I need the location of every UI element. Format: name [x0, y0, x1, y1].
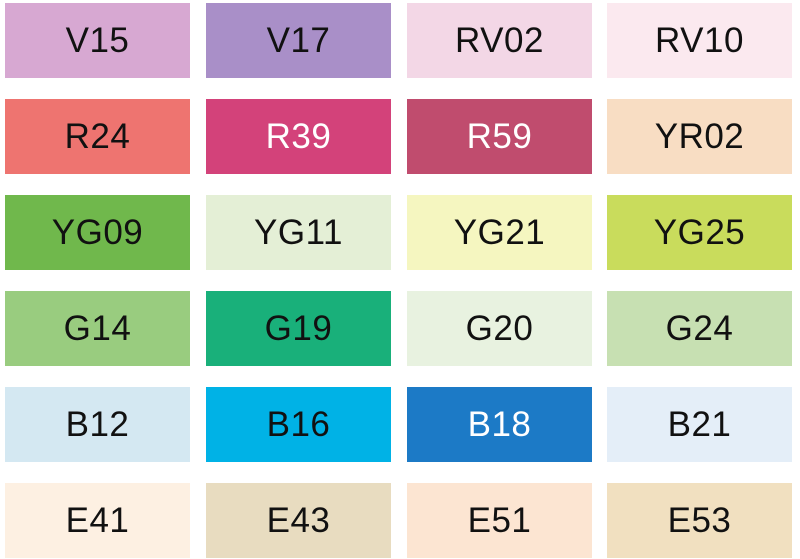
color-swatch: YG25 — [607, 195, 792, 270]
color-swatch: E43 — [206, 483, 391, 558]
color-swatch: G14 — [5, 291, 190, 366]
color-swatch: YG11 — [206, 195, 391, 270]
color-swatch: YG09 — [5, 195, 190, 270]
color-swatch: R24 — [5, 99, 190, 174]
color-swatch: YR02 — [607, 99, 792, 174]
color-swatch: G24 — [607, 291, 792, 366]
color-swatch: E51 — [407, 483, 592, 558]
color-swatch: G20 — [407, 291, 592, 366]
color-swatch: B21 — [607, 387, 792, 462]
color-swatch: RV02 — [407, 3, 592, 78]
color-swatch: R39 — [206, 99, 391, 174]
color-swatch: B16 — [206, 387, 391, 462]
color-swatch: YG21 — [407, 195, 592, 270]
color-swatch: E53 — [607, 483, 792, 558]
color-swatch: B12 — [5, 387, 190, 462]
color-swatch: E41 — [5, 483, 190, 558]
color-swatch: G19 — [206, 291, 391, 366]
color-swatch: RV10 — [607, 3, 792, 78]
color-swatch: R59 — [407, 99, 592, 174]
color-swatch: V17 — [206, 3, 391, 78]
color-swatch: V15 — [5, 3, 190, 78]
color-swatch: B18 — [407, 387, 592, 462]
